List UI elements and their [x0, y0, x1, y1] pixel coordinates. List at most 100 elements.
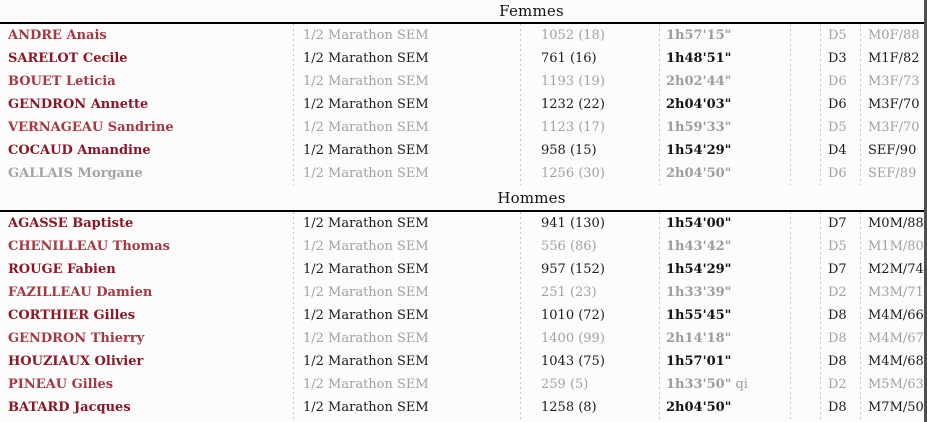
bib-number: 1400 (99) — [541, 331, 605, 346]
d-code: D2 — [828, 285, 847, 300]
section-title-band: Femmes — [0, 0, 927, 22]
table-row: VERNAGEAU Sandrine 1/2 Marathon SEM 1123… — [0, 116, 927, 139]
runner-name: GENDRON Thierry — [8, 331, 145, 346]
bib-number: 1193 (19) — [541, 74, 605, 89]
d-code: D8 — [828, 354, 847, 369]
column-separator — [790, 212, 791, 419]
finish-time: 1h33'50" — [666, 377, 732, 392]
runner-name: PINEAU Gilles — [8, 377, 114, 392]
category-rank: M5M/63 — [868, 377, 924, 392]
column-separator — [790, 24, 791, 185]
d-code: D7 — [828, 262, 847, 277]
race-label: 1/2 Marathon SEM — [303, 354, 429, 369]
runner-name: GENDRON Annette — [8, 97, 149, 112]
bib-number: 251 (23) — [541, 285, 597, 300]
finish-time-cell: 2h04'50" — [659, 400, 790, 415]
category-rank: M3F/73 — [868, 74, 920, 89]
runner-name: FAZILLEAU Damien — [8, 285, 153, 300]
finish-time-cell: 1h43'42" — [659, 239, 790, 254]
finish-time-cell: 1h33'39" — [659, 285, 790, 300]
column-separator — [659, 24, 660, 185]
finish-time-cell: 1h54'29" — [659, 262, 790, 277]
column-separator — [293, 24, 294, 185]
finish-time-cell: 2h14'18" — [659, 331, 790, 346]
finish-time: 1h33'39" — [666, 285, 732, 300]
race-label: 1/2 Marathon SEM — [303, 97, 429, 112]
bib-number: 556 (86) — [541, 239, 597, 254]
d-code: D3 — [828, 51, 847, 66]
category-rank: M4M/66 — [868, 308, 924, 323]
table-row: COCAUD Amandine 1/2 Marathon SEM 958 (15… — [0, 139, 927, 162]
finish-time: 1h57'01" — [666, 354, 732, 369]
race-label: 1/2 Marathon SEM — [303, 377, 429, 392]
d-code: D6 — [828, 166, 847, 181]
column-separator — [293, 212, 294, 419]
category-rank: M0M/88 — [868, 216, 924, 231]
finish-time-cell: 1h57'01" — [659, 354, 790, 369]
bib-number: 761 (16) — [541, 51, 597, 66]
column-separator — [659, 212, 660, 419]
runner-name: ANDRE Anais — [8, 28, 107, 43]
category-rank: M3M/71 — [868, 285, 924, 300]
d-code: D8 — [828, 400, 847, 415]
race-label: 1/2 Marathon SEM — [303, 74, 429, 89]
category-rank: M1M/80 — [868, 239, 924, 254]
finish-time-cell: 1h48'51" — [659, 51, 790, 66]
bib-number: 1010 (72) — [541, 308, 605, 323]
column-separator — [520, 24, 521, 185]
runner-name: GALLAIS Morgane — [8, 166, 143, 181]
runner-name: BATARD Jacques — [8, 400, 131, 415]
column-separator — [820, 212, 821, 419]
table-row: FAZILLEAU Damien 1/2 Marathon SEM 251 (2… — [0, 281, 927, 304]
race-label: 1/2 Marathon SEM — [303, 216, 429, 231]
finish-time: 1h54'29" — [666, 262, 732, 277]
finish-time: 1h54'00" — [666, 216, 732, 231]
finish-time-cell: 2h04'03" — [659, 97, 790, 112]
bib-number: 1258 (8) — [541, 400, 597, 415]
finish-time-cell: 1h57'15" — [659, 28, 790, 43]
category-rank: SEF/90 — [868, 143, 917, 158]
table-row: PINEAU Gilles 1/2 Marathon SEM 259 (5) 1… — [0, 373, 927, 396]
section-title-band: Hommes — [0, 185, 927, 210]
finish-time: 2h04'50" — [666, 400, 732, 415]
category-rank: M1F/82 — [868, 51, 920, 66]
section-title: Hommes — [497, 188, 566, 207]
table-row: GENDRON Annette 1/2 Marathon SEM 1232 (2… — [0, 93, 927, 116]
section-rule — [0, 210, 927, 212]
table-row: ROUGE Fabien 1/2 Marathon SEM 957 (152) … — [0, 258, 927, 281]
race-label: 1/2 Marathon SEM — [303, 262, 429, 277]
race-label: 1/2 Marathon SEM — [303, 120, 429, 135]
runner-name: BOUET Leticia — [8, 74, 116, 89]
section-title: Femmes — [499, 2, 564, 20]
d-code: D2 — [828, 377, 847, 392]
finish-time: 1h43'42" — [666, 239, 732, 254]
table-row: CORTHIER Gilles 1/2 Marathon SEM 1010 (7… — [0, 304, 927, 327]
category-rank: M3F/70 — [868, 97, 920, 112]
finish-time-cell: 1h54'29" — [659, 143, 790, 158]
race-label: 1/2 Marathon SEM — [303, 285, 429, 300]
runner-name: SARELOT Cecile — [8, 51, 128, 66]
race-label: 1/2 Marathon SEM — [303, 400, 429, 415]
race-label: 1/2 Marathon SEM — [303, 239, 429, 254]
race-label: 1/2 Marathon SEM — [303, 166, 429, 181]
section-rule — [0, 22, 927, 24]
table-row: ANDRE Anais 1/2 Marathon SEM 1052 (18) 1… — [0, 24, 927, 47]
finish-time-cell: 2h02'44" — [659, 74, 790, 89]
finish-time-cell: 1h55'45" — [659, 308, 790, 323]
table-row: SARELOT Cecile 1/2 Marathon SEM 761 (16)… — [0, 47, 927, 70]
d-code: D7 — [828, 216, 847, 231]
race-label: 1/2 Marathon SEM — [303, 143, 429, 158]
finish-time: 1h59'33" — [666, 120, 732, 135]
bib-number: 1052 (18) — [541, 28, 605, 43]
category-rank: M4M/67 — [868, 331, 924, 346]
finish-time: 1h57'15" — [666, 28, 732, 43]
column-separator — [860, 24, 861, 185]
table-row: HOUZIAUX Olivier 1/2 Marathon SEM 1043 (… — [0, 350, 927, 373]
finish-time-cell: 1h59'33" — [659, 120, 790, 135]
bib-number: 941 (130) — [541, 216, 605, 231]
table-row: BATARD Jacques 1/2 Marathon SEM 1258 (8)… — [0, 396, 927, 419]
race-label: 1/2 Marathon SEM — [303, 28, 429, 43]
bib-number: 259 (5) — [541, 377, 589, 392]
d-code: D8 — [828, 308, 847, 323]
